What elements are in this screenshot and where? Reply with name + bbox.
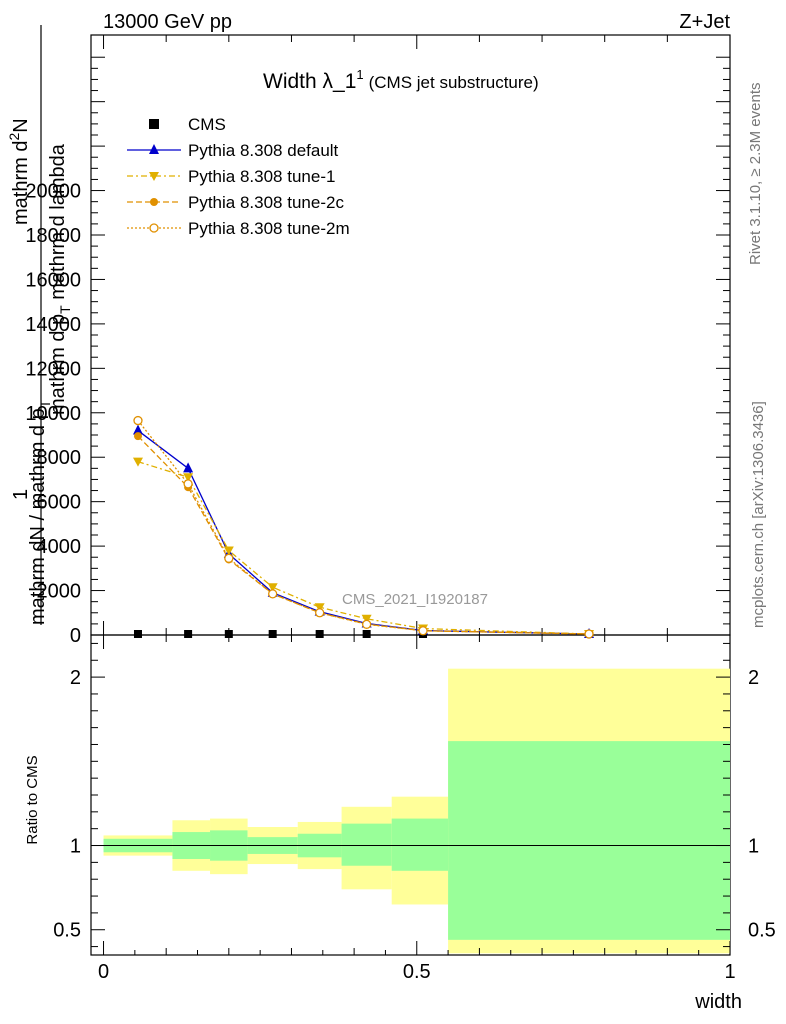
y-label-den-b: T [57,305,73,314]
ratio-y-tick-label-right: 0.5 [748,920,776,942]
y-label-num-b: 2 [6,133,22,141]
x-tick-label: 0 [98,961,109,983]
series-markers [132,415,595,639]
series-point-0 [315,630,324,638]
ratio-y-tick-label: 2 [70,667,81,689]
y-label-main: 1 mathrm dN / mathrm d pT mathrm d2N mat… [6,25,73,625]
series-point-0 [268,630,277,638]
plot-title-sup: 1 [356,67,363,82]
main-y-tick-label: 6000 [37,492,82,514]
ratio-bands [103,668,730,954]
main-y-tick-label: 10000 [25,403,81,425]
y-label-den-a: mathrm d p [47,314,69,415]
series-line-2 [137,461,590,635]
series-point-1 [183,462,194,473]
mcplots-text: mcplots.cern.ch [arXiv:1306.3436] [750,401,767,628]
x-label: width [694,991,742,1013]
legend-marker [149,223,159,233]
main-y-tick-label: 8000 [37,447,82,469]
series-point-2 [223,546,234,556]
analysis-id: CMS_2021_I1920187 [342,591,488,608]
series-point-2 [132,457,143,467]
y-label-prefix: 1 [10,489,32,500]
y-label-num: mathrm d2N [6,118,32,225]
y-label-prefix-den-sub: T [37,399,53,408]
series-point-4 [361,619,372,629]
main-y-tick-label: 2000 [37,581,82,603]
process-label: Z+Jet [679,11,730,33]
y-label-den-c: mathrm d lambda [47,143,69,305]
series-point-3 [133,432,142,441]
ratio-y-axis: 0.5 0.5 1 1 2 2 [53,642,776,948]
series-point-0 [224,630,233,638]
ratio-band-green [391,818,449,871]
rivet-text: Rivet 3.1.10, ≥ 2.3M events [747,83,764,266]
x-axis: 0 0.5 1 [98,35,736,983]
series-lines [137,420,590,635]
series-point-0 [184,630,193,638]
series-point-2 [183,473,194,483]
series-point-4 [183,479,193,489]
series-point-4 [268,589,278,599]
series-point-2 [314,603,325,613]
legend-label: Pythia 8.308 tune-2c [188,193,344,212]
x-tick-label: 1 [724,961,735,983]
series-point-4 [315,608,325,618]
y-label-one: 1 [10,489,32,500]
y-label-num-c: N [10,118,32,132]
y-label-num-a: mathrm d [10,141,32,225]
ratio-y-tick-label: 0.5 [53,920,81,942]
legend: CMS Pythia 8.308 default Pythia 8.308 tune… [127,115,350,238]
legend-label: Pythia 8.308 tune-1 [188,167,335,186]
main-y-tick-label: 18000 [25,225,81,247]
series-point-1 [132,424,143,435]
series-point-0 [133,630,142,638]
main-y-tick-label: 14000 [25,314,81,336]
legend-marker [149,144,159,154]
legend-marker [149,172,159,181]
y-label-prefix-den-text: mathrm dN / mathrm d p [27,408,49,625]
series-point-0 [362,630,371,638]
legend-label: CMS [188,115,226,134]
ratio-band-green [448,741,730,940]
y-label-ratio: Ratio to CMS [24,755,41,844]
series-point-2 [267,583,278,593]
y-label-prefix-den: mathrm dN / mathrm d pT [27,399,53,625]
x-tick-label: 0.5 [403,961,431,983]
legend-label: Pythia 8.308 default [188,141,339,160]
main-y-tick-label: 20000 [25,181,81,203]
ratio-y-tick-label-right: 2 [748,667,759,689]
main-y-tick-label: 0 [70,625,81,647]
legend-marker [150,198,158,206]
ratio-y-tick-label: 1 [70,836,81,858]
main-y-tick-label: 4000 [37,536,82,558]
main-y-tick-label: 12000 [25,358,81,380]
plot-title-sub: (CMS jet substructure) [369,73,539,92]
series-point-4 [133,415,143,426]
y-label-den: mathrm d pT mathrm d lambda [47,143,73,415]
ratio-y-tick-label-right: 1 [748,836,759,858]
main-y-tick-label: 16000 [25,269,81,291]
energy-label: 13000 GeV pp [103,11,232,33]
plot-title-main: Width λ_1 [263,70,356,93]
series-point-4 [418,626,428,636]
series-point-4 [584,629,594,639]
series-point-4 [224,553,234,563]
main-y-axis: 0 2000 4000 6000 8000 10000 12000 14000 16000 180… [25,56,730,647]
main-plot-frame [90,34,731,636]
series-point-2 [361,614,372,624]
plot-title: Width λ_11 (CMS jet substructure) [263,67,539,93]
legend-label: Pythia 8.308 tune-2m [188,219,350,238]
legend-marker [149,119,159,129]
series-line-4 [137,420,590,635]
ratio-band-green [341,823,392,866]
